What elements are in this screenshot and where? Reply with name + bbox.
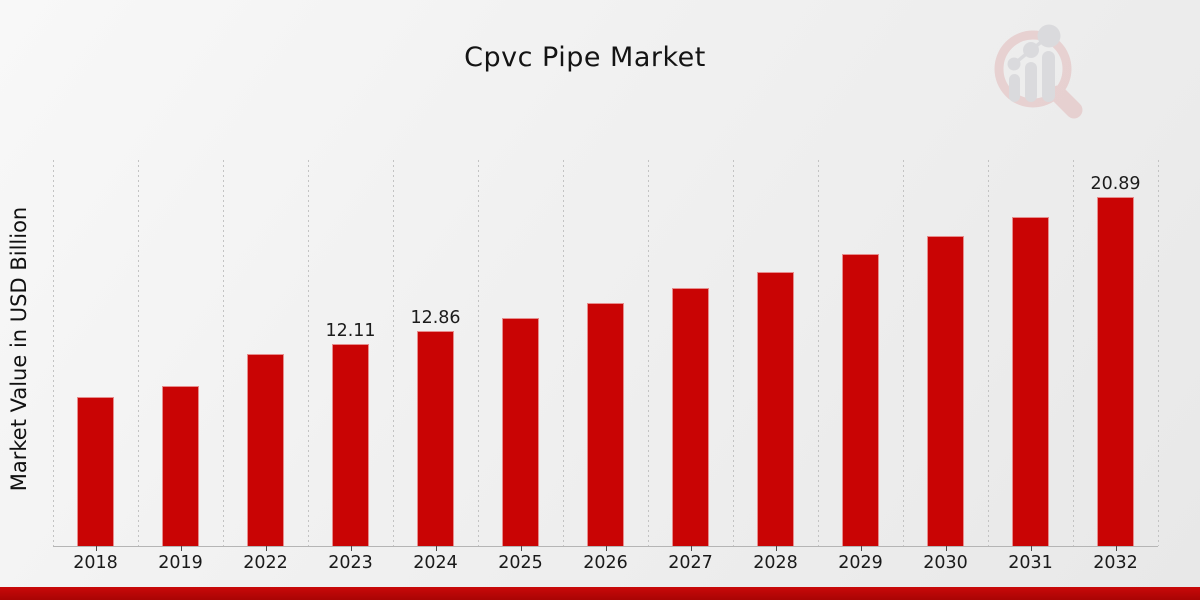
x-tick-label-2025: 2025 [498, 553, 543, 573]
magnifier-bar-chart-icon [994, 24, 1083, 119]
x-axis: 2018 2019 2022 2023 2024 2025 2026 2027 2028 2029… [53, 553, 1158, 577]
bar-2029 [842, 254, 879, 546]
gridline [308, 160, 309, 546]
x-tick-label-2023: 2023 [328, 553, 373, 573]
bar-2031 [1012, 217, 1049, 546]
bottom-accent-band [0, 587, 1200, 600]
x-tick-label-2026: 2026 [583, 553, 628, 573]
plot-area: 12.11 12.86 20.89 [53, 160, 1159, 551]
bar-2028 [757, 272, 794, 546]
y-axis-label: Market Value in USD Billion [7, 206, 31, 492]
bar-2022 [247, 354, 284, 546]
x-tick-label-2032: 2032 [1093, 553, 1138, 573]
x-tick-label-2028: 2028 [753, 553, 798, 573]
bar-2027 [672, 288, 709, 546]
bar-value-label-2024: 12.86 [410, 308, 461, 328]
bar-2030 [927, 236, 964, 546]
gridline [53, 160, 54, 546]
bar-value-label-2032: 20.89 [1090, 174, 1141, 194]
gridline [1158, 160, 1159, 546]
x-tick-mark [95, 546, 97, 551]
x-tick-label-2030: 2030 [923, 553, 968, 573]
x-tick-mark [520, 546, 522, 551]
x-tick-label-2031: 2031 [1008, 553, 1053, 573]
gridline [733, 160, 734, 546]
gridline [138, 160, 139, 546]
gridline [648, 160, 649, 546]
bar-value-label-2023: 12.11 [325, 321, 376, 341]
x-tick-label-2022: 2022 [243, 553, 288, 573]
x-tick-mark [775, 546, 777, 551]
bar-2019 [162, 386, 199, 546]
x-tick-label-2024: 2024 [413, 553, 458, 573]
x-tick-label-2018: 2018 [73, 553, 118, 573]
x-tick-mark [1030, 546, 1032, 551]
x-tick-label-2019: 2019 [158, 553, 203, 573]
bar-2024 [417, 331, 454, 546]
x-tick-label-2027: 2027 [668, 553, 713, 573]
x-tick-mark [605, 546, 607, 551]
bar-2023 [332, 344, 369, 546]
x-tick-mark [860, 546, 862, 551]
gridline [478, 160, 479, 546]
chart-title: Cpvc Pipe Market [464, 42, 706, 73]
bar-2032 [1097, 197, 1134, 546]
x-tick-mark [350, 546, 352, 551]
x-tick-mark [945, 546, 947, 551]
x-tick-mark [180, 546, 182, 551]
gridline [1073, 160, 1074, 546]
bar-2018 [77, 397, 114, 546]
x-tick-mark [690, 546, 692, 551]
x-tick-mark [435, 546, 437, 551]
gridline [563, 160, 564, 546]
gridline [393, 160, 394, 546]
gridline [988, 160, 989, 546]
bar-2026 [587, 303, 624, 546]
gridline [818, 160, 819, 546]
bar-2025 [502, 318, 539, 546]
x-tick-mark [265, 546, 267, 551]
x-tick-label-2029: 2029 [838, 553, 883, 573]
x-tick-mark [1115, 546, 1117, 551]
gridline [223, 160, 224, 546]
gridline [903, 160, 904, 546]
